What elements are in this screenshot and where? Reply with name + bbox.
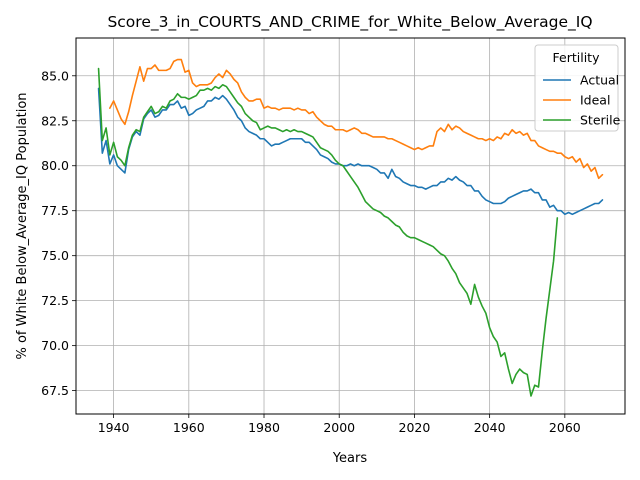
- y-axis-label: % of White Below_Average_IQ Population: [15, 92, 30, 359]
- x-axis-label: Years: [332, 451, 368, 466]
- x-tick-label: 2060: [549, 420, 581, 435]
- y-tick-label: 82.5: [41, 113, 69, 128]
- x-tick-label: 2000: [323, 420, 355, 435]
- y-axis-ticks: 67.5 70.0 72.5 75.0 77.5 80.0 82.5 85.0: [41, 68, 76, 398]
- y-tick-label: 67.5: [41, 383, 69, 398]
- chart-title: Score_3_in_COURTS_AND_CRIME_for_White_Be…: [107, 13, 592, 32]
- y-tick-label: 80.0: [41, 158, 69, 173]
- legend-entries: Actual Ideal Sterile: [543, 73, 621, 128]
- legend-label-sterile: Sterile: [580, 113, 621, 128]
- legend-label-ideal: Ideal: [580, 93, 610, 108]
- x-tick-label: 2040: [474, 420, 506, 435]
- series-line-ideal: [109, 58, 604, 180]
- legend: Fertility Actual Ideal Sterile: [534, 44, 621, 132]
- legend-title: Fertility: [553, 50, 601, 65]
- grid: [76, 38, 625, 414]
- legend-box: [534, 44, 619, 132]
- plot-area-frame: [75, 37, 626, 415]
- y-tick-label: 77.5: [41, 203, 69, 218]
- y-tick-label: 70.0: [41, 338, 69, 353]
- y-tick-label: 75.0: [41, 248, 69, 263]
- y-tick-label: 85.0: [41, 68, 69, 83]
- x-tick-label: 1980: [248, 420, 280, 435]
- series-line-actual: [97, 87, 604, 216]
- y-tick-label: 72.5: [41, 293, 69, 308]
- series-line-sterile: [97, 67, 559, 397]
- x-tick-label: 2020: [399, 420, 431, 435]
- legend-label-actual: Actual: [580, 73, 619, 88]
- x-axis-ticks: 1940 1960 1980 2000 2020 2040 2060: [98, 414, 581, 435]
- series-lines: [97, 58, 604, 397]
- x-tick-label: 1940: [98, 420, 130, 435]
- x-tick-label: 1960: [173, 420, 205, 435]
